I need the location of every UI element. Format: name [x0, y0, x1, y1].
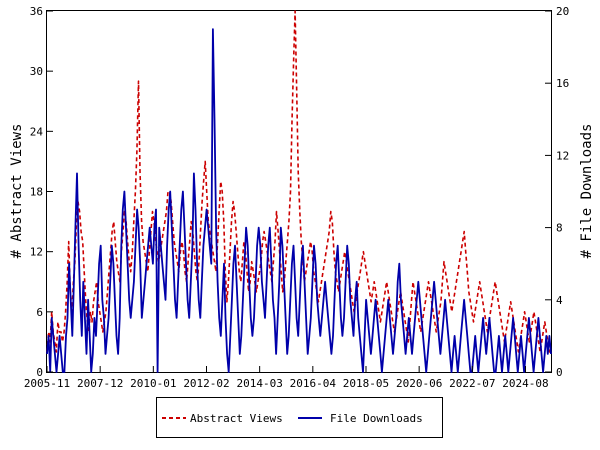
legend-label-file-downloads: File Downloads: [330, 412, 423, 425]
legend: Abstract Views File Downloads: [156, 397, 443, 438]
x-tick-label: 2020-06: [396, 377, 442, 390]
y-right-tick-label: 8: [556, 222, 563, 235]
y-right-tick-label: 20: [556, 5, 569, 18]
legend-label-abstract-views: Abstract Views: [190, 412, 283, 425]
y-right-tick-label: 16: [556, 77, 569, 90]
y-axis-left-title: # Abstract Views: [9, 124, 25, 259]
y-left-tick-label: 18: [30, 186, 43, 199]
y-left-tick-label: 36: [30, 5, 43, 18]
x-tick-label: 2010-01: [130, 377, 176, 390]
y-left-tick-label: 30: [30, 65, 43, 78]
x-tick-label: 2007-12: [77, 377, 123, 390]
x-tick-label: 2022-07: [449, 377, 495, 390]
x-tick-label: 2024-08: [502, 377, 548, 390]
y-axis-right-title: # File Downloads: [579, 124, 595, 259]
y-right-tick-label: 4: [556, 294, 563, 307]
ticks-layer: 0 6 12 18 24 30 36 0 4 8 12 16 20 2005-11 2007-12 2010-…: [24, 5, 569, 390]
abstract-views-series-line: [46, 10, 551, 353]
x-tick-label: 2018-05: [343, 377, 389, 390]
x-tick-label: 2012-02: [183, 377, 229, 390]
x-tick-label: 2005-11: [24, 377, 70, 390]
y-right-tick-label: 0: [556, 366, 563, 379]
x-tick-label: 2014-03: [236, 377, 282, 390]
y-left-tick-label: 6: [36, 306, 43, 319]
series-layer: [46, 10, 552, 373]
y-left-tick-label: 0: [36, 366, 43, 379]
y-left-tick-label: 12: [30, 246, 43, 259]
file-downloads-series-line: [46, 28, 552, 373]
y-left-tick-label: 24: [30, 125, 44, 138]
y-right-tick-label: 12: [556, 149, 569, 162]
x-tick-label: 2016-04: [290, 377, 337, 390]
